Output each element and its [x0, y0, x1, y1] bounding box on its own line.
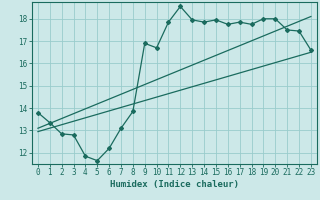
X-axis label: Humidex (Indice chaleur): Humidex (Indice chaleur)	[110, 180, 239, 189]
